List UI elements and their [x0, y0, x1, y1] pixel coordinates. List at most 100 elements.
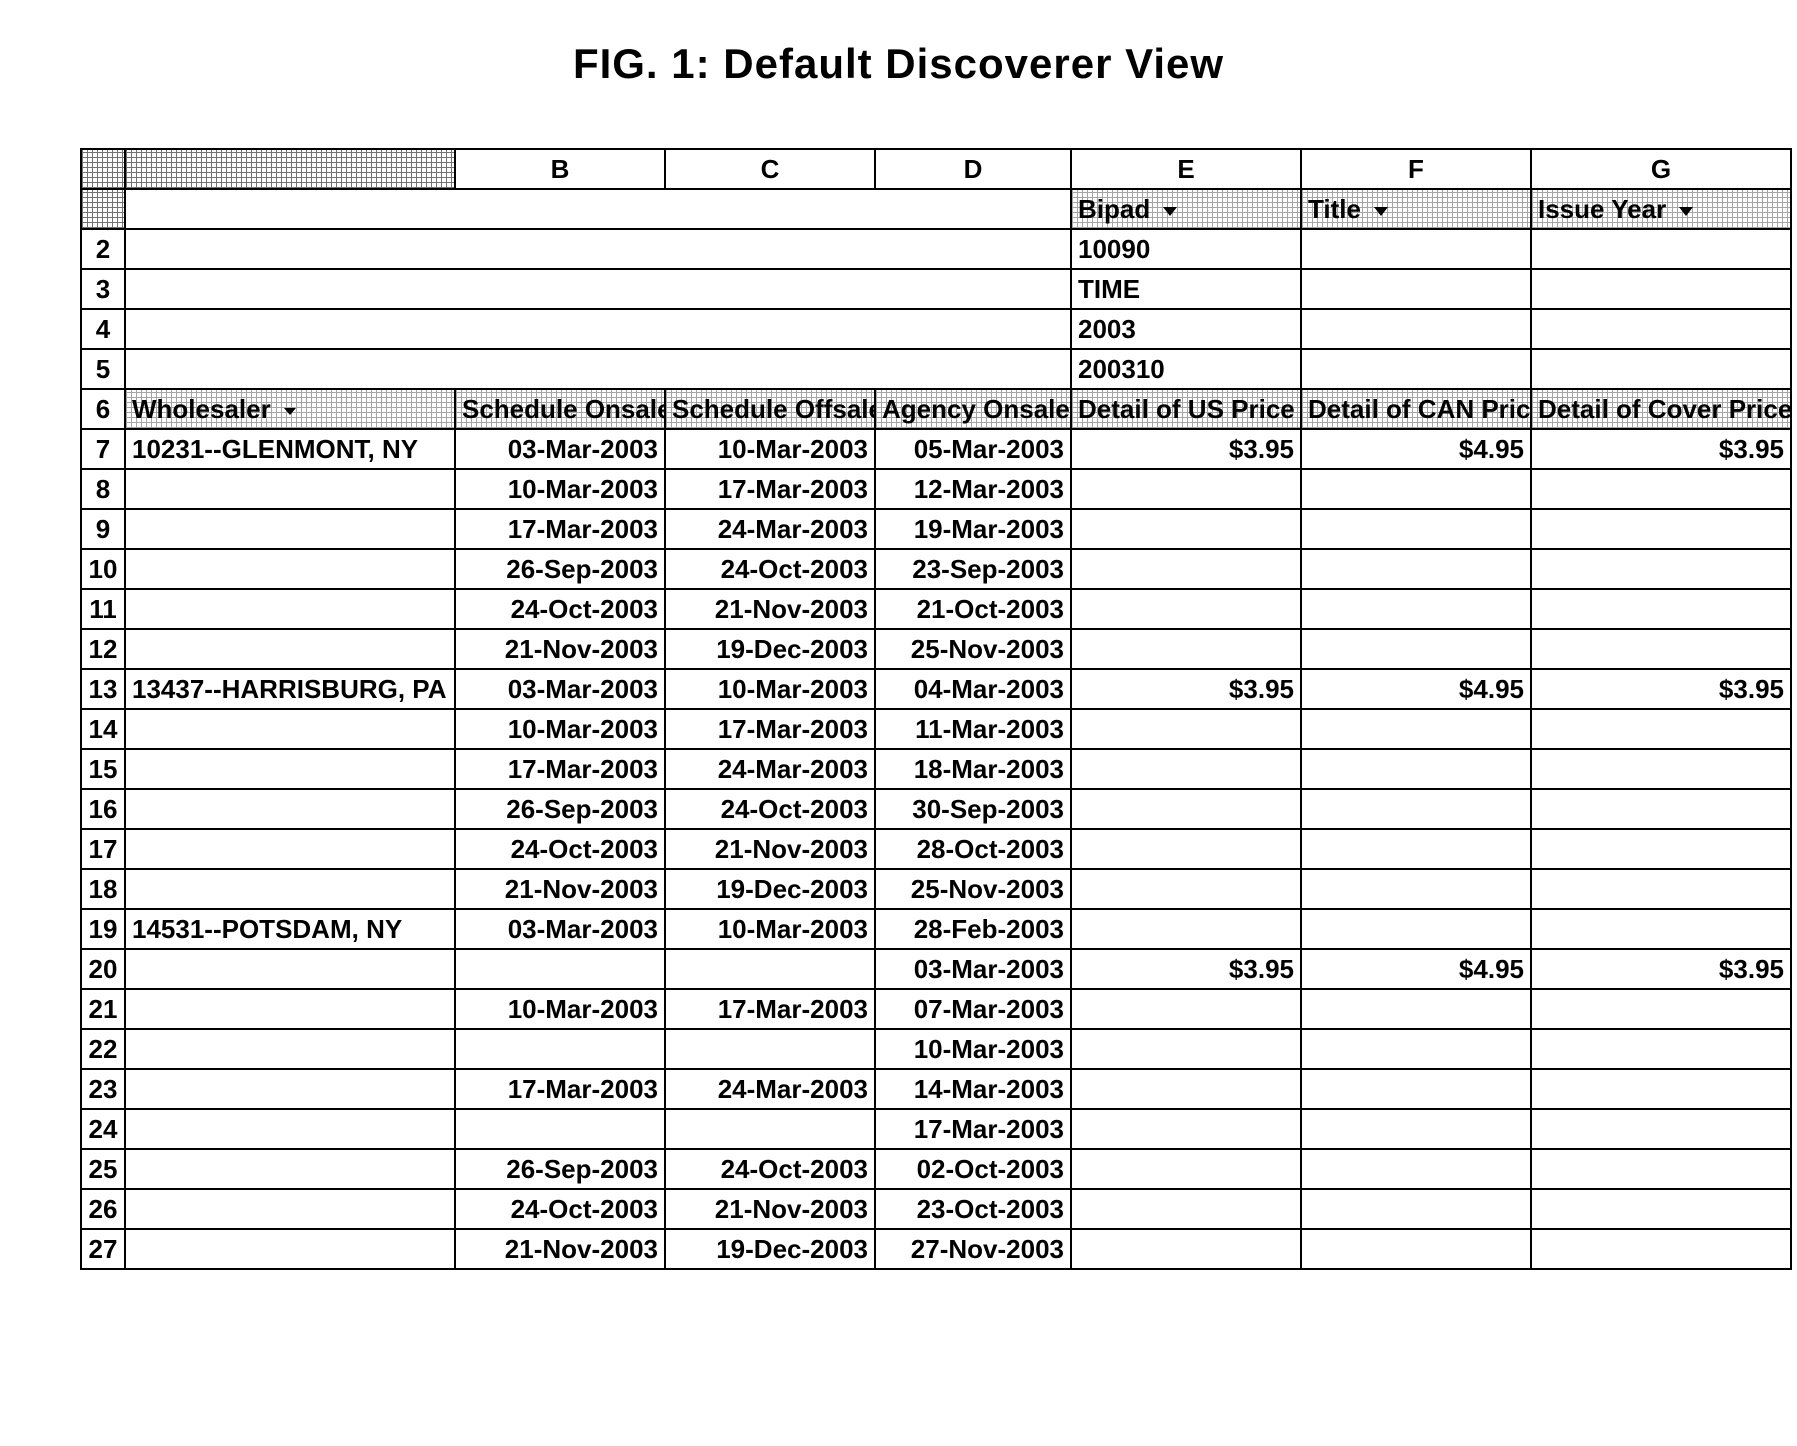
col-header-C[interactable]: C — [665, 149, 875, 189]
row-header-15[interactable]: 15 — [81, 749, 125, 789]
cell-detail-us — [1071, 1189, 1301, 1229]
col-header-E[interactable]: E — [1071, 149, 1301, 189]
dropdown-icon[interactable] — [1372, 204, 1390, 218]
row-header-13[interactable]: 13 — [81, 669, 125, 709]
col-header-G[interactable]: G — [1531, 149, 1791, 189]
row-header-14[interactable]: 14 — [81, 709, 125, 749]
table-row: 810-Mar-200317-Mar-200312-Mar-2003 — [81, 469, 1791, 509]
row-header-16[interactable]: 16 — [81, 789, 125, 829]
cell-agency-onsale: 28-Oct-2003 — [875, 829, 1071, 869]
header-schedule-onsale[interactable]: Schedule Onsale — [455, 389, 665, 429]
cell-wholesaler — [125, 469, 455, 509]
row-header-6[interactable]: 6 — [81, 389, 125, 429]
cell-detail-can — [1301, 589, 1531, 629]
cell-agency-onsale: 25-Nov-2003 — [875, 629, 1071, 669]
header-detail-can-label: Detail of CAN Price — [1308, 394, 1531, 424]
table-row: 1517-Mar-200324-Mar-200318-Mar-2003 — [81, 749, 1791, 789]
cell-agency-onsale: 25-Nov-2003 — [875, 869, 1071, 909]
figure-title: FIG. 1: Default Discoverer View — [80, 40, 1717, 88]
dropdown-icon[interactable] — [1161, 204, 1179, 218]
table-row: 1914531--POTSDAM, NY03-Mar-200310-Mar-20… — [81, 909, 1791, 949]
cell-detail-cover: $3.95 — [1531, 949, 1791, 989]
cell-detail-can: $4.95 — [1301, 669, 1531, 709]
cell-detail-us — [1071, 469, 1301, 509]
cell-schedule-offsale: 24-Oct-2003 — [665, 549, 875, 589]
row-header-21[interactable]: 21 — [81, 989, 125, 1029]
dropdown-icon[interactable] — [282, 405, 298, 417]
header-schedule-offsale[interactable]: Schedule Offsale — [665, 389, 875, 429]
field-header-row: 6 Wholesaler Schedule Onsale Schedule Of… — [81, 389, 1791, 429]
row-header-18[interactable]: 18 — [81, 869, 125, 909]
cell-detail-can — [1301, 789, 1531, 829]
cell-schedule-onsale: 21-Nov-2003 — [455, 869, 665, 909]
col-header-A[interactable] — [125, 149, 455, 189]
table-row: 2417-Mar-2003 — [81, 1109, 1791, 1149]
col-header-B[interactable]: B — [455, 149, 665, 189]
filter-value-row-bipad: 2 10090 — [81, 229, 1791, 269]
row-header-4[interactable]: 4 — [81, 309, 125, 349]
row-header-24[interactable]: 24 — [81, 1109, 125, 1149]
cell-agency-onsale: 23-Oct-2003 — [875, 1189, 1071, 1229]
cell-detail-can — [1301, 909, 1531, 949]
row-header-22[interactable]: 22 — [81, 1029, 125, 1069]
row-header-25[interactable]: 25 — [81, 1149, 125, 1189]
cell-schedule-onsale: 03-Mar-2003 — [455, 429, 665, 469]
cell-schedule-offsale: 19-Dec-2003 — [665, 869, 875, 909]
cell-schedule-offsale: 21-Nov-2003 — [665, 589, 875, 629]
row-header-9[interactable]: 9 — [81, 509, 125, 549]
cell-schedule-onsale: 26-Sep-2003 — [455, 549, 665, 589]
cell-detail-cover — [1531, 789, 1791, 829]
cell-agency-onsale: 07-Mar-2003 — [875, 989, 1071, 1029]
header-detail-can[interactable]: Detail of CAN Price — [1301, 389, 1531, 429]
cell-wholesaler: 10231--GLENMONT, NY — [125, 429, 455, 469]
header-schedule-onsale-label: Schedule Onsale — [462, 394, 665, 424]
row-header-1[interactable] — [81, 189, 125, 229]
cell-wholesaler — [125, 1029, 455, 1069]
row-header-11[interactable]: 11 — [81, 589, 125, 629]
blank-cell — [1301, 269, 1531, 309]
row-header-12[interactable]: 12 — [81, 629, 125, 669]
cell-agency-onsale: 30-Sep-2003 — [875, 789, 1071, 829]
page-item-bipad[interactable]: Bipad — [1071, 189, 1301, 229]
cell-detail-us — [1071, 869, 1301, 909]
row-header-23[interactable]: 23 — [81, 1069, 125, 1109]
row-header-10[interactable]: 10 — [81, 549, 125, 589]
row-header-3[interactable]: 3 — [81, 269, 125, 309]
page-item-title[interactable]: Title — [1301, 189, 1531, 229]
header-detail-cover[interactable]: Detail of Cover Price — [1531, 389, 1791, 429]
cell-detail-can — [1301, 1229, 1531, 1269]
cell-schedule-offsale: 17-Mar-2003 — [665, 709, 875, 749]
row-header-20[interactable]: 20 — [81, 949, 125, 989]
cell-wholesaler — [125, 1189, 455, 1229]
header-wholesaler[interactable]: Wholesaler — [125, 389, 455, 429]
cell-detail-can — [1301, 629, 1531, 669]
table-row: 917-Mar-200324-Mar-200319-Mar-2003 — [81, 509, 1791, 549]
dropdown-icon[interactable] — [1677, 204, 1695, 218]
blank-cell — [125, 309, 1071, 349]
header-agency-onsale[interactable]: Agency Onsale — [875, 389, 1071, 429]
header-detail-us[interactable]: Detail of US Price — [1071, 389, 1301, 429]
cell-detail-can — [1301, 1069, 1531, 1109]
cell-schedule-onsale: 03-Mar-2003 — [455, 909, 665, 949]
row-header-26[interactable]: 26 — [81, 1189, 125, 1229]
cell-detail-cover — [1531, 469, 1791, 509]
page-item-issue-year[interactable]: Issue Year — [1531, 189, 1791, 229]
row-header-2[interactable]: 2 — [81, 229, 125, 269]
row-header-5[interactable]: 5 — [81, 349, 125, 389]
row-header-27[interactable]: 27 — [81, 1229, 125, 1269]
cell-wholesaler: 13437--HARRISBURG, PA — [125, 669, 455, 709]
cell-agency-onsale: 02-Oct-2003 — [875, 1149, 1071, 1189]
row-header-17[interactable]: 17 — [81, 829, 125, 869]
cell-detail-cover: $3.95 — [1531, 669, 1791, 709]
row-header-8[interactable]: 8 — [81, 469, 125, 509]
cell-schedule-offsale: 10-Mar-2003 — [665, 909, 875, 949]
cell-schedule-offsale: 24-Mar-2003 — [665, 749, 875, 789]
cell-detail-cover — [1531, 509, 1791, 549]
col-header-F[interactable]: F — [1301, 149, 1531, 189]
row-header-19[interactable]: 19 — [81, 909, 125, 949]
col-header-D[interactable]: D — [875, 149, 1071, 189]
cell-schedule-offsale: 24-Mar-2003 — [665, 1069, 875, 1109]
cell-schedule-offsale: 17-Mar-2003 — [665, 469, 875, 509]
cell-schedule-onsale: 17-Mar-2003 — [455, 749, 665, 789]
row-header-7[interactable]: 7 — [81, 429, 125, 469]
